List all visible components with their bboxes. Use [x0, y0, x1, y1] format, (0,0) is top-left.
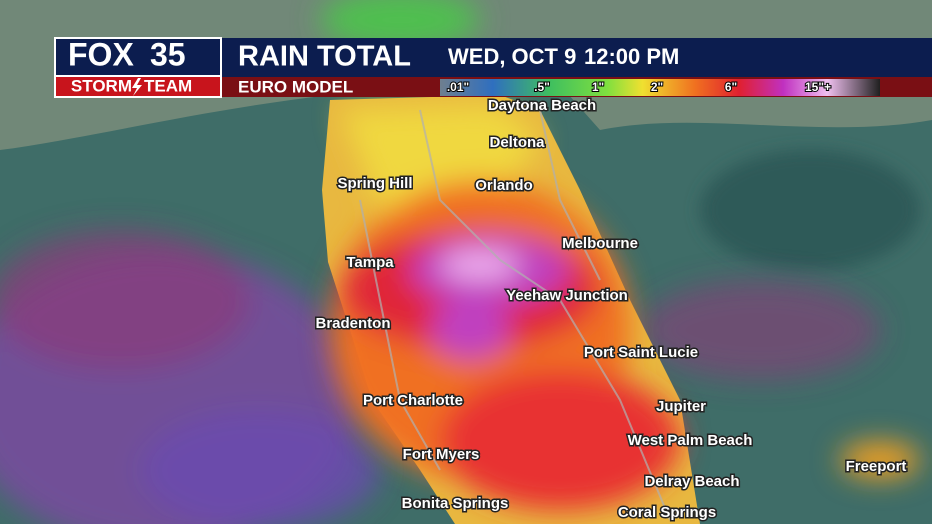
city-label: Jupiter	[656, 398, 706, 415]
city-labels: Daytona Beach Deltona Spring Hill Orland…	[314, 95, 908, 522]
city-label: Spring Hill	[338, 175, 413, 192]
logo-number: 35	[150, 36, 186, 72]
header: FOX 35 STORM TEAM RAIN TOTAL WED, OCT 9 …	[54, 36, 932, 98]
logo-fox: FOX	[68, 36, 134, 72]
city-label: Deltona	[489, 134, 545, 151]
city-label: Orlando	[475, 177, 533, 194]
team-left: STORM	[71, 76, 132, 95]
city-label: Delray Beach	[644, 473, 739, 490]
city-label: Bradenton	[316, 315, 391, 332]
city-label: Tampa	[346, 254, 394, 271]
city-label: Daytona Beach	[488, 97, 596, 114]
city-label: Coral Springs	[618, 504, 716, 521]
model: EURO MODEL	[238, 77, 353, 96]
legend-label: 6"	[725, 80, 737, 94]
city-label: Port Saint Lucie	[584, 344, 698, 361]
title: RAIN TOTAL	[238, 41, 411, 73]
legend-label: .01"	[447, 80, 469, 94]
city-label: Freeport	[846, 458, 907, 475]
date: WED, OCT 9	[448, 44, 576, 69]
city-label: West Palm Beach	[628, 432, 753, 449]
bolt-icon	[132, 78, 142, 96]
legend-label: 1"	[592, 80, 604, 94]
city-label: Port Charlotte	[363, 392, 463, 409]
city-label: Bonita Springs	[402, 495, 509, 512]
legend-label: 15"+	[805, 80, 831, 94]
city-label: Fort Myers	[403, 446, 480, 463]
city-label: Melbourne	[562, 235, 638, 252]
legend-label: .5"	[534, 80, 550, 94]
city-label: Yeehaw Junction	[506, 287, 628, 304]
legend-label: 2"	[651, 80, 663, 94]
team-right: TEAM	[144, 76, 192, 95]
time: 12:00 PM	[584, 44, 679, 69]
legend-scale	[440, 79, 880, 96]
